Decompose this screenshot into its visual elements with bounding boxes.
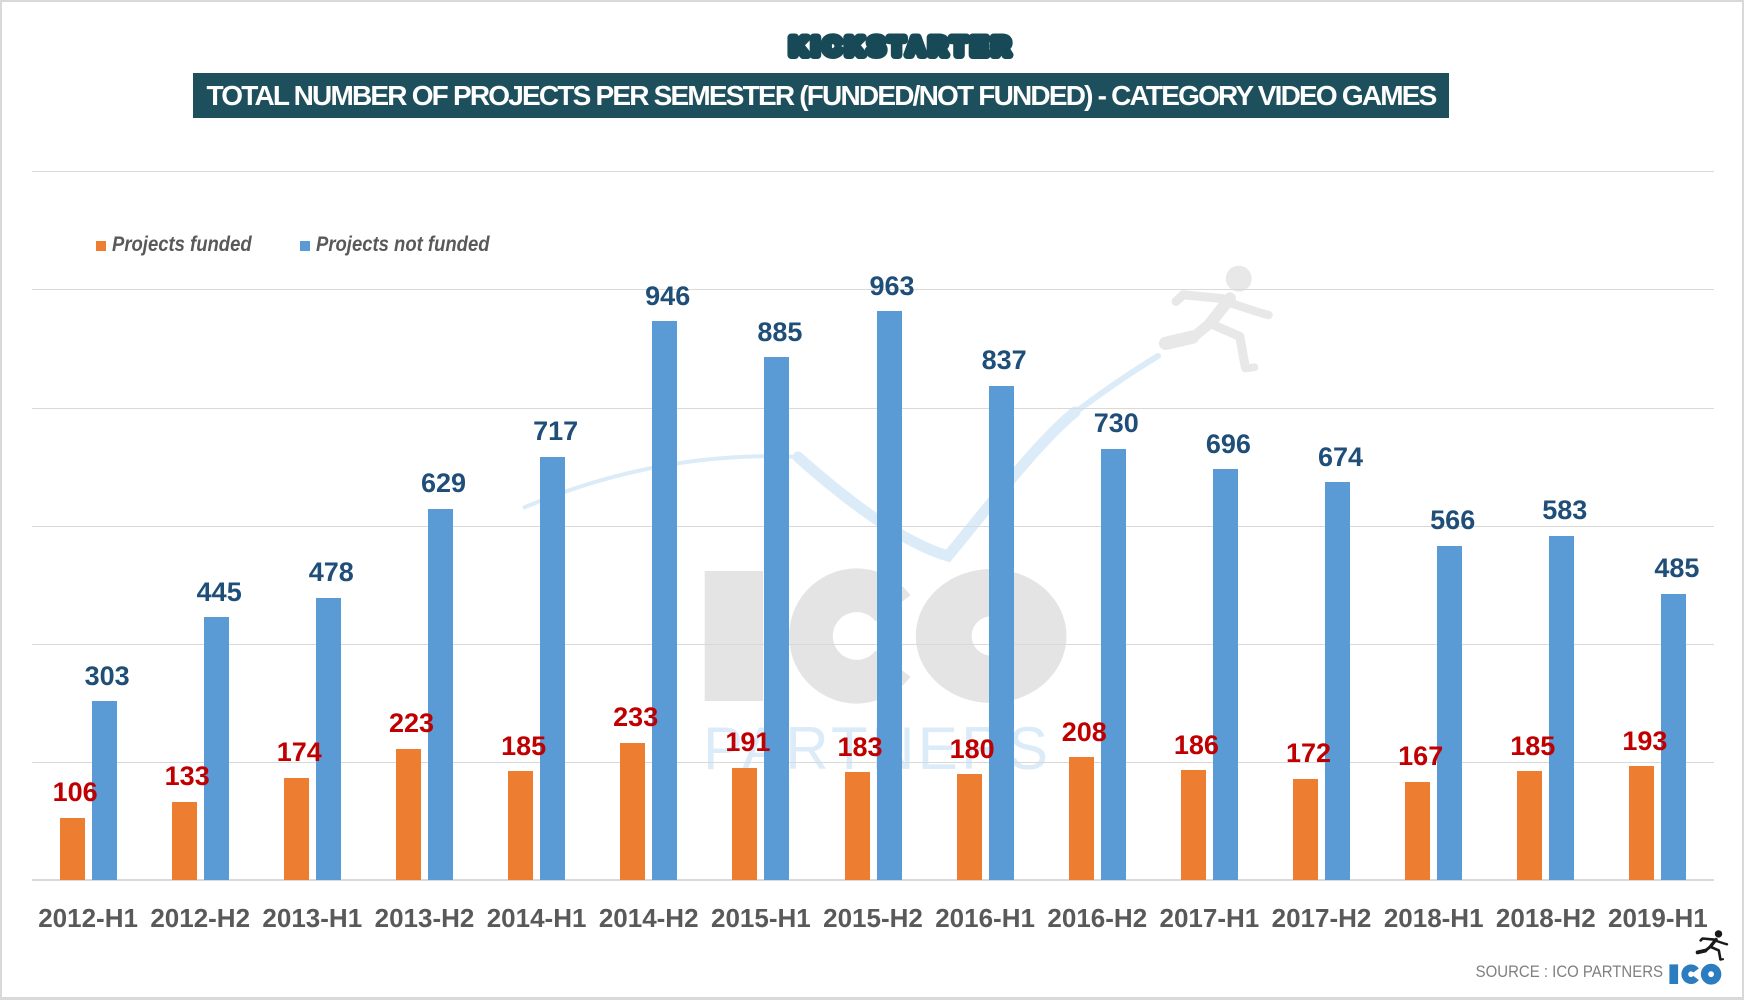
svg-text:KICKSTARTER: KICKSTARTER [790,33,1015,61]
